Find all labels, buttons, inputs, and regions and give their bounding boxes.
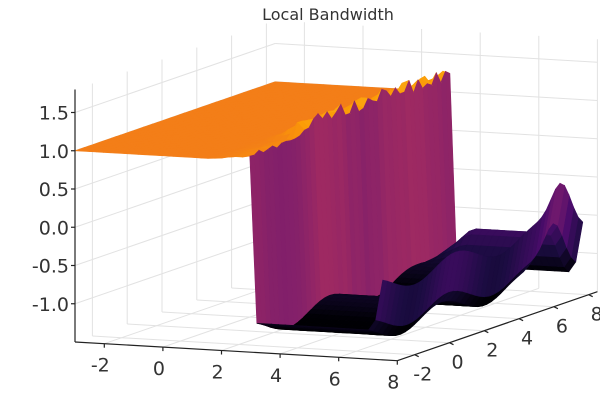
z-tick-label: 1.0 (39, 141, 69, 163)
y-tick (518, 318, 524, 322)
z-axis-ticks: -1.0 -0.5 0.0 0.5 1.0 1.5 (32, 103, 75, 316)
y-axis-ticks: -2 0 2 4 6 8 (413, 294, 600, 386)
y-tick (449, 342, 454, 346)
y-tick (414, 354, 419, 358)
surface (74, 70, 584, 337)
grid-line (92, 335, 415, 356)
y-tick (484, 330, 489, 334)
y-tick-label: 6 (556, 316, 568, 338)
x-tick-label: 0 (153, 358, 165, 380)
grid-line (74, 196, 276, 266)
y-tick-label: 4 (521, 328, 533, 350)
grid-line (74, 157, 276, 228)
x-tick-label: 2 (211, 362, 223, 384)
grid-line (127, 323, 450, 344)
y-tick-label: 0 (451, 352, 463, 374)
grid-line (74, 234, 276, 305)
x-axis-line (74, 341, 398, 362)
y-tick-label: -2 (413, 364, 432, 386)
grid-line (275, 43, 598, 63)
y-tick-label: 2 (486, 340, 498, 362)
x-tick-label: -2 (91, 355, 110, 377)
surface-patch (375, 279, 388, 322)
y-tick (553, 306, 559, 310)
axes (74, 89, 598, 362)
z-tick-label: 1.5 (39, 103, 69, 125)
chart-title: Local Bandwidth (262, 5, 394, 24)
x-tick-label: 6 (329, 368, 341, 390)
x-axis-ticks: -2 0 2 4 6 8 (91, 343, 399, 394)
grid-line (74, 43, 276, 113)
z-tick-label: 0.5 (39, 179, 69, 201)
z-tick-label: -1.0 (32, 294, 69, 316)
x-tick-label: 8 (387, 372, 399, 394)
z-tick-label: -0.5 (32, 256, 69, 278)
y-tick (588, 294, 593, 298)
grid-line (338, 287, 539, 358)
y-tick-label: 8 (591, 304, 600, 326)
x-tick-label: 4 (270, 365, 282, 387)
y-axis-line (397, 291, 598, 362)
z-tick-label: 0.0 (39, 217, 69, 239)
